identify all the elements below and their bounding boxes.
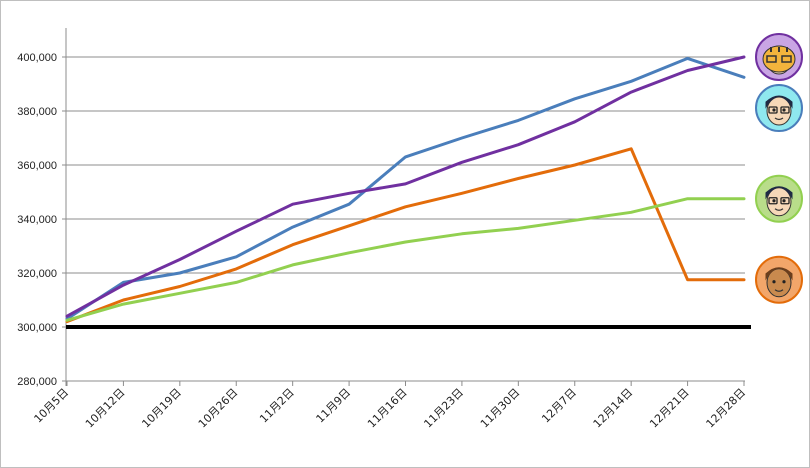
avatar-tiger-head [762,45,796,73]
x-tick-label: 10月12日 [83,386,128,431]
blue-avatar-icon [755,84,803,132]
x-tick-label: 12月21日 [647,386,692,431]
x-tick-label: 10月26日 [196,386,241,431]
x-tick-label: 11月23日 [421,386,466,431]
x-tick-label: 10月5日 [32,386,72,426]
avatar-eye [782,199,786,203]
avatar-glasses [780,106,790,114]
avatar-glasses [781,55,792,63]
x-tick-label: 12月7日 [539,386,579,426]
avatar-eye [782,108,786,112]
y-axis-ticks: 280,000 300,000 320,000 340,000 360,000 380,0… [17,52,66,388]
purple-avatar-icon [755,33,803,81]
series-line-2 [65,55,746,318]
y-tick-label: 320,000 [17,268,57,280]
series-line-3 [65,147,746,324]
y-tick-label: 280,000 [17,376,57,388]
x-tick-label: 11月30日 [478,386,523,431]
y-tick-label: 400,000 [17,52,57,64]
avatar-glasses [780,197,790,205]
avatar-mouth [774,208,784,211]
y-tick-label: 360,000 [17,160,57,172]
avatar-hair [765,267,793,281]
avatar-glasses [768,197,778,205]
x-tick-label: 11月16日 [365,386,410,431]
avatar-glasses [768,106,778,114]
y-tick-label: 380,000 [17,106,57,118]
green-avatar-icon [755,174,803,223]
avatar-mouth [774,117,784,121]
avatar-mouth [774,289,784,292]
avatar-hair [765,186,793,200]
avatar-hair [765,95,793,109]
y-tick-label: 300,000 [17,322,57,334]
series-line-4 [65,197,746,322]
avatar-eye [772,280,776,284]
avatar-glasses [766,55,777,63]
gridlines [66,56,745,328]
x-tick-label: 12月28日 [704,386,749,431]
x-axis-ticks: 10月5日 10月12日 10月19日 10月26日 11月2日 11月9日 11月16日 1… [32,381,749,431]
x-tick-label: 12月14日 [591,386,636,431]
x-tick-label: 11月9日 [314,386,354,426]
x-tick-label: 10月19日 [139,386,184,431]
series-line-1 [65,56,746,321]
orange-avatar-icon [755,255,803,304]
avatar-eye [772,199,776,203]
y-tick-label: 340,000 [17,214,57,226]
avatar-eye [772,108,776,112]
series-avatars [755,33,803,304]
series-lines [65,55,751,329]
x-tick-label: 11月2日 [257,386,297,426]
avatar-eye [782,280,786,284]
